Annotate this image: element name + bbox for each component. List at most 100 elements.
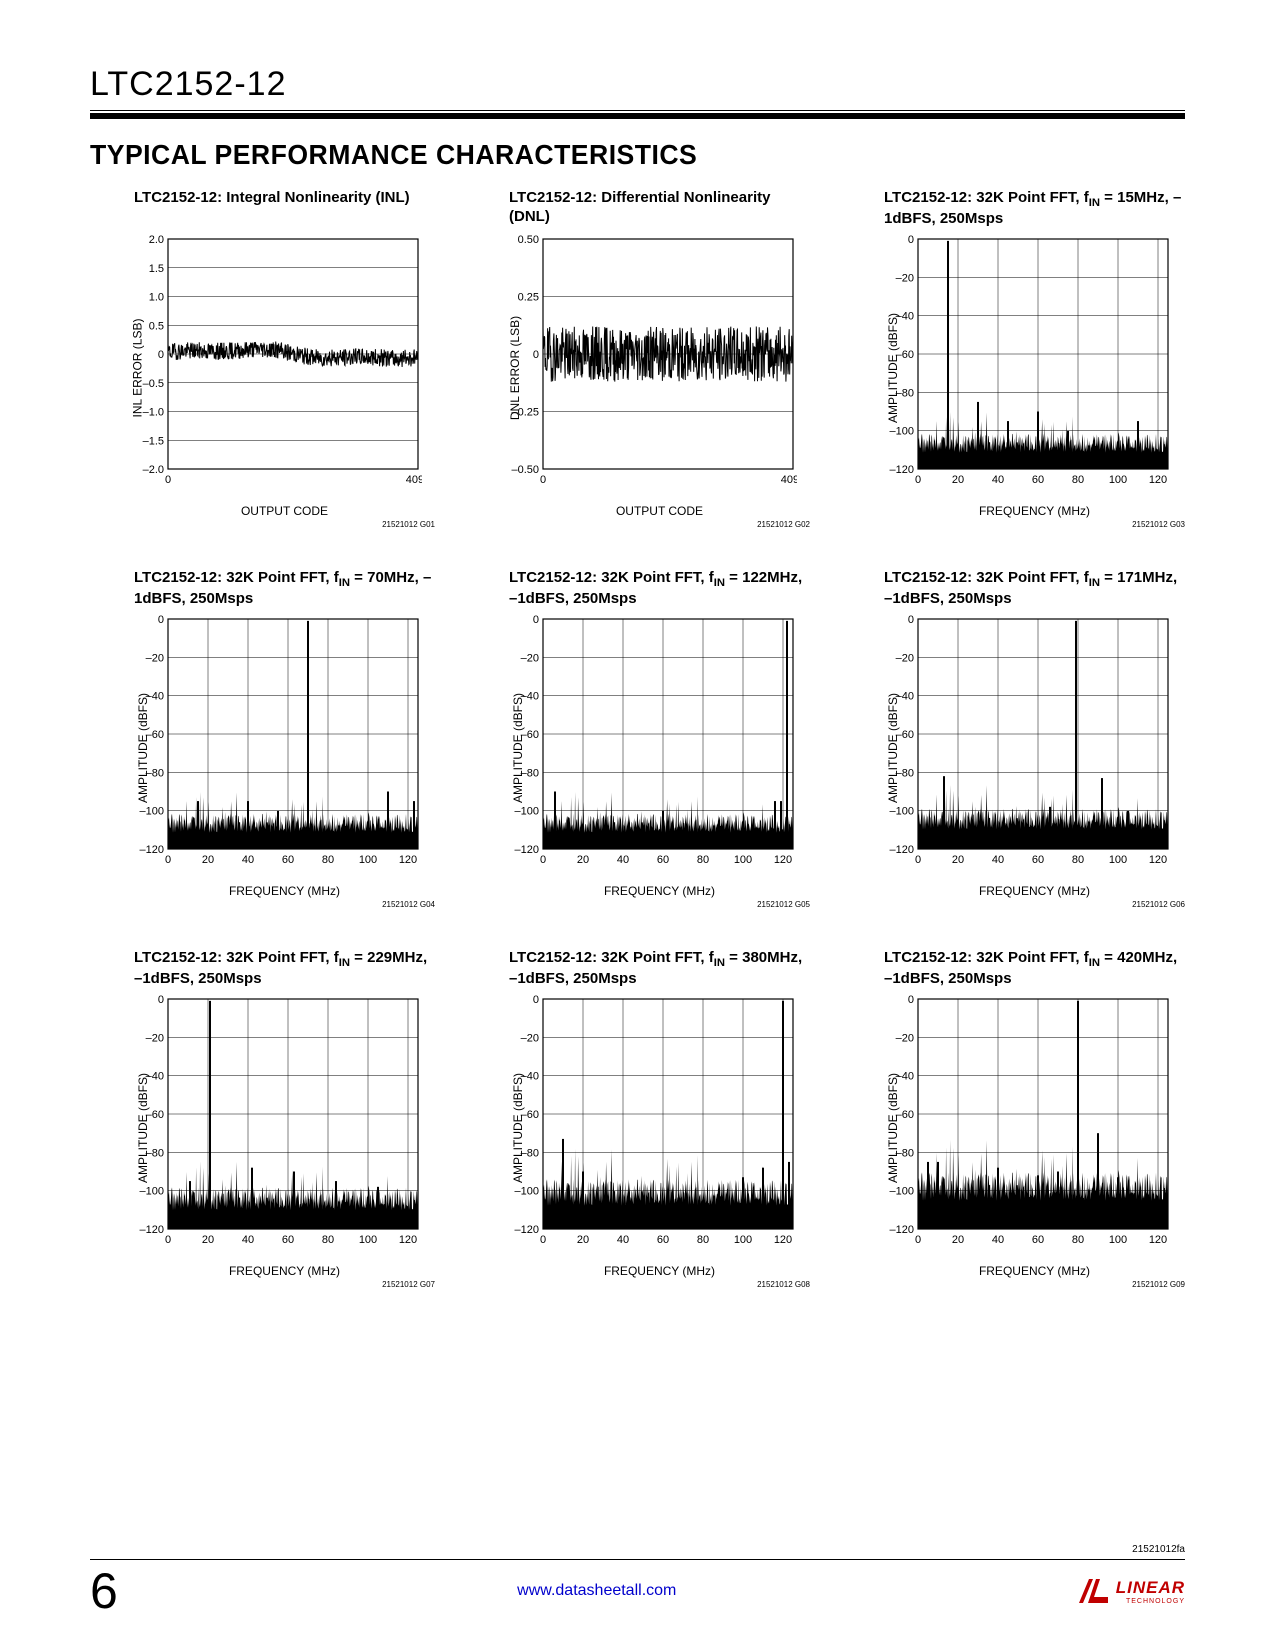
svg-text:80: 80 bbox=[1072, 474, 1084, 486]
chart-plot-id: 21521012 G05 bbox=[465, 900, 810, 909]
svg-text:0: 0 bbox=[915, 474, 921, 486]
footer-rule bbox=[90, 1559, 1185, 1560]
svg-text:60: 60 bbox=[1032, 474, 1044, 486]
page-number: 6 bbox=[90, 1566, 118, 1616]
chart-plot: –120–100–80–60–40–200020406080100120 bbox=[509, 615, 810, 880]
svg-text:–2.0: –2.0 bbox=[143, 464, 164, 476]
chart-cell: LTC2152-12: 32K Point FFT, fIN = 171MHz,… bbox=[840, 569, 1185, 909]
chart-cell: LTC2152-12: 32K Point FFT, fIN = 229MHz,… bbox=[90, 949, 435, 1289]
svg-text:80: 80 bbox=[1072, 1234, 1084, 1246]
svg-text:100: 100 bbox=[359, 1234, 377, 1246]
svg-text:20: 20 bbox=[952, 474, 964, 486]
svg-text:120: 120 bbox=[1149, 474, 1167, 486]
svg-text:0: 0 bbox=[908, 995, 914, 1006]
footer: 21521012fa 6 www.datasheetall.com LINEAR… bbox=[90, 1544, 1185, 1616]
svg-text:60: 60 bbox=[657, 854, 669, 866]
chart-plot: –120–100–80–60–40–200020406080100120 bbox=[134, 615, 435, 880]
svg-text:0: 0 bbox=[540, 1234, 546, 1246]
svg-text:–20: –20 bbox=[521, 652, 539, 664]
chart-plot-id: 21521012 G02 bbox=[465, 520, 810, 529]
chart-ylabel: AMPLITUDE (dBFS) bbox=[886, 1072, 900, 1182]
svg-text:20: 20 bbox=[202, 854, 214, 866]
chart-ylabel: AMPLITUDE (dBFS) bbox=[511, 692, 525, 802]
svg-text:80: 80 bbox=[1072, 854, 1084, 866]
chart-cell: LTC2152-12: 32K Point FFT, fIN = 122MHz,… bbox=[465, 569, 810, 909]
svg-text:–100: –100 bbox=[515, 806, 539, 818]
chart-title: LTC2152-12: Integral Nonlinearity (INL) bbox=[90, 189, 435, 229]
chart-plot: –2.0–1.5–1.0–0.500.51.01.52.004095 bbox=[134, 235, 435, 500]
chart-plot-id: 21521012 G01 bbox=[90, 520, 435, 529]
svg-text:20: 20 bbox=[952, 1234, 964, 1246]
svg-text:1.5: 1.5 bbox=[149, 263, 164, 275]
svg-text:0: 0 bbox=[540, 854, 546, 866]
svg-text:20: 20 bbox=[577, 854, 589, 866]
svg-text:–100: –100 bbox=[140, 806, 164, 818]
svg-text:100: 100 bbox=[734, 854, 752, 866]
chart-cell: LTC2152-12: 32K Point FFT, fIN = 70MHz, … bbox=[90, 569, 435, 909]
svg-text:0: 0 bbox=[158, 349, 164, 361]
svg-text:–20: –20 bbox=[146, 652, 164, 664]
svg-text:40: 40 bbox=[992, 854, 1004, 866]
svg-text:0.25: 0.25 bbox=[518, 292, 539, 304]
chart-plot-id: 21521012 G04 bbox=[90, 900, 435, 909]
svg-text:0: 0 bbox=[165, 1234, 171, 1246]
section-title: TYPICAL PERFORMANCE CHARACTERISTICS bbox=[90, 139, 1130, 171]
svg-text:40: 40 bbox=[992, 474, 1004, 486]
svg-text:20: 20 bbox=[202, 1234, 214, 1246]
svg-text:0: 0 bbox=[915, 854, 921, 866]
chart-title: LTC2152-12: 32K Point FFT, fIN = 229MHz,… bbox=[90, 949, 435, 989]
svg-text:0: 0 bbox=[158, 615, 164, 626]
svg-text:–0.5: –0.5 bbox=[143, 378, 164, 390]
header-thin-rule bbox=[90, 110, 1185, 111]
svg-text:0: 0 bbox=[165, 474, 171, 486]
svg-text:120: 120 bbox=[1149, 1234, 1167, 1246]
chart-xlabel: FREQUENCY (MHz) bbox=[884, 884, 1185, 898]
chart-ylabel: INL ERROR (LSB) bbox=[130, 318, 144, 417]
svg-text:0: 0 bbox=[533, 349, 539, 361]
svg-text:–120: –120 bbox=[890, 464, 914, 476]
svg-text:–1.5: –1.5 bbox=[143, 435, 164, 447]
svg-text:–100: –100 bbox=[515, 1186, 539, 1198]
svg-text:–120: –120 bbox=[515, 844, 539, 856]
svg-text:100: 100 bbox=[1109, 1234, 1127, 1246]
chart-xlabel: OUTPUT CODE bbox=[509, 504, 810, 518]
logo-text: LINEAR bbox=[1116, 1578, 1185, 1597]
svg-text:–20: –20 bbox=[896, 652, 914, 664]
svg-text:–120: –120 bbox=[140, 844, 164, 856]
footer-link[interactable]: www.datasheetall.com bbox=[118, 1582, 1076, 1600]
chart-xlabel: FREQUENCY (MHz) bbox=[134, 884, 435, 898]
svg-text:–100: –100 bbox=[890, 1186, 914, 1198]
svg-text:–120: –120 bbox=[140, 1224, 164, 1236]
chart-grid: LTC2152-12: Integral Nonlinearity (INL) … bbox=[90, 189, 1185, 1289]
part-number: LTC2152-12 bbox=[90, 65, 1185, 104]
chart-plot: –120–100–80–60–40–200020406080100120 bbox=[134, 995, 435, 1260]
chart-cell: LTC2152-12: Differential Nonlinearity (D… bbox=[465, 189, 810, 529]
svg-text:40: 40 bbox=[617, 1234, 629, 1246]
svg-text:0.50: 0.50 bbox=[518, 235, 539, 246]
svg-text:20: 20 bbox=[952, 854, 964, 866]
svg-text:120: 120 bbox=[774, 1234, 792, 1246]
svg-text:80: 80 bbox=[697, 1234, 709, 1246]
svg-text:0: 0 bbox=[540, 474, 546, 486]
chart-ylabel: AMPLITUDE (dBFS) bbox=[886, 692, 900, 802]
svg-text:0: 0 bbox=[165, 854, 171, 866]
svg-text:–100: –100 bbox=[890, 806, 914, 818]
chart-plot: –0.50–0.2500.250.5004095 bbox=[509, 235, 810, 500]
chart-ylabel: AMPLITUDE (dBFS) bbox=[136, 1072, 150, 1182]
svg-text:–120: –120 bbox=[890, 844, 914, 856]
chart-plot-id: 21521012 G06 bbox=[840, 900, 1185, 909]
svg-text:0: 0 bbox=[533, 995, 539, 1006]
svg-text:80: 80 bbox=[697, 854, 709, 866]
svg-text:40: 40 bbox=[992, 1234, 1004, 1246]
chart-ylabel: AMPLITUDE (dBFS) bbox=[136, 692, 150, 802]
chart-xlabel: FREQUENCY (MHz) bbox=[509, 1264, 810, 1278]
svg-text:20: 20 bbox=[577, 1234, 589, 1246]
svg-text:60: 60 bbox=[657, 1234, 669, 1246]
svg-text:1.0: 1.0 bbox=[149, 292, 164, 304]
chart-cell: LTC2152-12: 32K Point FFT, fIN = 420MHz,… bbox=[840, 949, 1185, 1289]
linear-logo: LINEAR TECHNOLOGY bbox=[1076, 1575, 1185, 1607]
svg-text:100: 100 bbox=[359, 854, 377, 866]
svg-text:120: 120 bbox=[1149, 854, 1167, 866]
svg-text:120: 120 bbox=[399, 854, 417, 866]
svg-text:–120: –120 bbox=[890, 1224, 914, 1236]
